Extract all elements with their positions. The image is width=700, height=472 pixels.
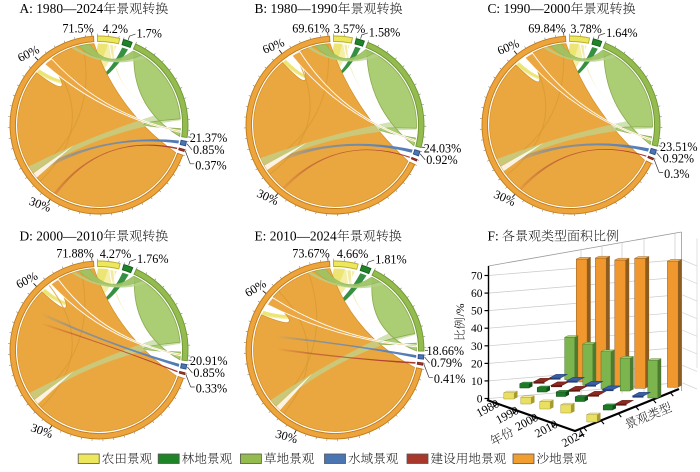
svg-text:1.7%: 1.7% [137,27,162,41]
svg-text:0.3%: 0.3% [664,167,689,181]
svg-text:D: 2000—2010: D: 2000—2010 [20,229,104,244]
svg-text:0.85%: 0.85% [193,143,224,157]
svg-text:E: 2010—2024: E: 2010—2024 [255,229,338,244]
svg-text:73.67%: 73.67% [292,246,330,260]
svg-text:71.5%: 71.5% [62,21,93,35]
svg-text:F:: F: [488,229,499,244]
svg-text:0.37%: 0.37% [195,158,226,172]
svg-text:4.66%: 4.66% [337,247,368,261]
svg-text:21.37%: 21.37% [190,131,228,145]
svg-text:4.27%: 4.27% [100,247,131,261]
svg-text:1.58%: 1.58% [369,25,400,39]
svg-text:0.92%: 0.92% [426,153,457,167]
svg-text:0.92%: 0.92% [663,152,694,166]
svg-text:10: 10 [471,376,483,388]
svg-text:0.33%: 0.33% [196,382,227,396]
svg-text:4.2%: 4.2% [103,22,128,36]
svg-text:60: 60 [471,288,483,300]
svg-text:30: 30 [471,341,483,353]
svg-text:0.79%: 0.79% [431,356,462,370]
svg-text:1.81%: 1.81% [375,253,406,267]
svg-text:A: 1980—2024: A: 1980—2024 [20,1,104,16]
svg-text:/%: /% [453,303,467,316]
svg-text:3.57%: 3.57% [334,22,365,36]
svg-text:69.84%: 69.84% [528,21,566,35]
svg-text:20.91%: 20.91% [190,354,228,368]
svg-text:1.76%: 1.76% [137,252,168,266]
svg-text:23.51%: 23.51% [660,140,698,154]
svg-text:C: 1990—2000: C: 1990—2000 [488,1,571,16]
svg-text:24.03%: 24.03% [424,141,462,155]
svg-text:50: 50 [471,306,483,318]
svg-text:1.64%: 1.64% [606,26,637,40]
svg-text:18.66%: 18.66% [427,344,465,358]
svg-text:20: 20 [471,358,483,370]
svg-text:3.78%: 3.78% [570,22,601,36]
svg-text:70: 70 [471,271,483,283]
svg-text:71.88%: 71.88% [56,246,94,260]
svg-text:69.61%: 69.61% [292,21,330,35]
svg-text:0.41%: 0.41% [434,372,465,386]
svg-text:40: 40 [471,323,483,335]
svg-text:30%: 30% [274,427,299,447]
svg-text:0: 0 [477,394,483,406]
svg-text:B: 1980—1990: B: 1980—1990 [255,1,338,16]
svg-text:0.85%: 0.85% [193,366,224,380]
